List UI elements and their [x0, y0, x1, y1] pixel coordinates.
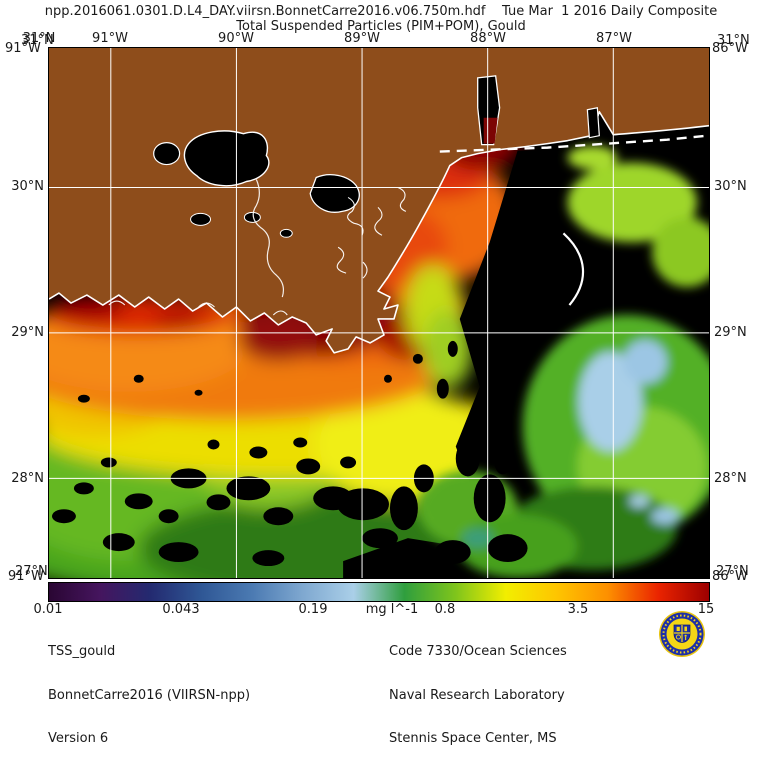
- ocean-color-field: [49, 114, 558, 578]
- bays: [477, 75, 600, 146]
- file-title-line: npp.2016061.0301.D.L4_DAY.viirsn.BonnetC…: [0, 4, 762, 19]
- graticule: [49, 48, 709, 578]
- lake-borgne: [309, 174, 360, 213]
- nrl-tss-composite-viewer: { "header": { "title_left": "npp.2016061…: [0, 4, 762, 746]
- version: Version 6: [48, 731, 109, 746]
- organization-block: Code 7330/Ocean Sciences Naval Research …: [389, 616, 567, 761]
- title-gap: [486, 4, 503, 19]
- product-info-block: TSS_gould BonnetCarre2016 (VIIRSN-npp) V…: [48, 616, 250, 761]
- land-mass: [49, 48, 709, 353]
- axis-label-right-30n: 30°N: [714, 179, 747, 194]
- corner-top-left-lon: 91°W: [5, 41, 41, 56]
- product-name: TSS_gould: [48, 644, 116, 659]
- org-location: Stennis Space Center, MS: [389, 731, 557, 746]
- corner-bottom-right-lon: 86°W: [712, 569, 748, 584]
- product-subtitle: Total Suspended Particles (PIM+POM), Gou…: [236, 19, 526, 34]
- colorbar-tick-1: 0.043: [162, 602, 200, 617]
- colorbar-tick-4: 3.5: [567, 602, 589, 617]
- satellite-map: [48, 47, 710, 579]
- colorbar-unit-label: mg l^-1: [365, 602, 419, 617]
- axis-label-right-28n: 28°N: [714, 471, 747, 486]
- region-sensor: BonnetCarre2016 (VIIRSN-npp): [48, 687, 251, 703]
- axis-label-90w: 90°W: [218, 31, 254, 46]
- map-canvas: [49, 48, 709, 578]
- tss-colorbar: [48, 582, 710, 602]
- org-name: Naval Research Laboratory: [389, 687, 565, 703]
- corner-bottom-left-lon: 91°W: [8, 569, 44, 584]
- mississippi-river: [252, 179, 285, 298]
- colorbar-tick-0: 0.01: [33, 602, 63, 617]
- axis-label-right-29n: 29°N: [714, 325, 747, 340]
- chandeleur-islands-arc: [562, 232, 584, 306]
- axis-label-left-28n: 28°N: [11, 471, 44, 486]
- axis-label-89w: 89°W: [344, 31, 380, 46]
- axis-label-91w: 91°W: [92, 31, 128, 46]
- org-code: Code 7330/Ocean Sciences: [389, 644, 567, 659]
- corner-bottom-right-lat: 27°N: [716, 564, 749, 579]
- axis-label-87w: 87°W: [596, 31, 632, 46]
- colorbar-tick-5: 15: [697, 602, 715, 617]
- lake-pontchartrain: [183, 130, 270, 187]
- cloud-mask-speckle: [51, 340, 528, 567]
- axis-label-left-30n: 30°N: [11, 179, 44, 194]
- corner-bottom-left-lat: 27°N: [15, 564, 48, 579]
- composite-date: Tue Mar 1 2016 Daily Composite: [502, 4, 718, 19]
- corner-top-left-lat: 31°N: [21, 33, 54, 48]
- lakes: [153, 130, 360, 238]
- axis-label-31n: 31°N: [22, 31, 56, 46]
- marsh-texture: [108, 186, 407, 316]
- barrier-islands: [439, 134, 708, 153]
- corner-top-right-lon: 86°W: [712, 41, 748, 56]
- axis-label-88w: 88°W: [470, 31, 506, 46]
- nrl-seal-logo: [658, 610, 706, 658]
- nrl-seal-icon: [659, 611, 705, 657]
- colorbar-tick-3: 0.8: [434, 602, 456, 617]
- corner-top-right-lat: 31°N: [717, 33, 750, 48]
- hdf-filename: npp.2016061.0301.D.L4_DAY.viirsn.BonnetC…: [44, 4, 486, 19]
- lake-maurepas: [153, 142, 181, 166]
- coastline-outline: [49, 110, 709, 354]
- colorbar-tick-2: 0.19: [298, 602, 328, 617]
- axis-label-left-29n: 29°N: [11, 325, 44, 340]
